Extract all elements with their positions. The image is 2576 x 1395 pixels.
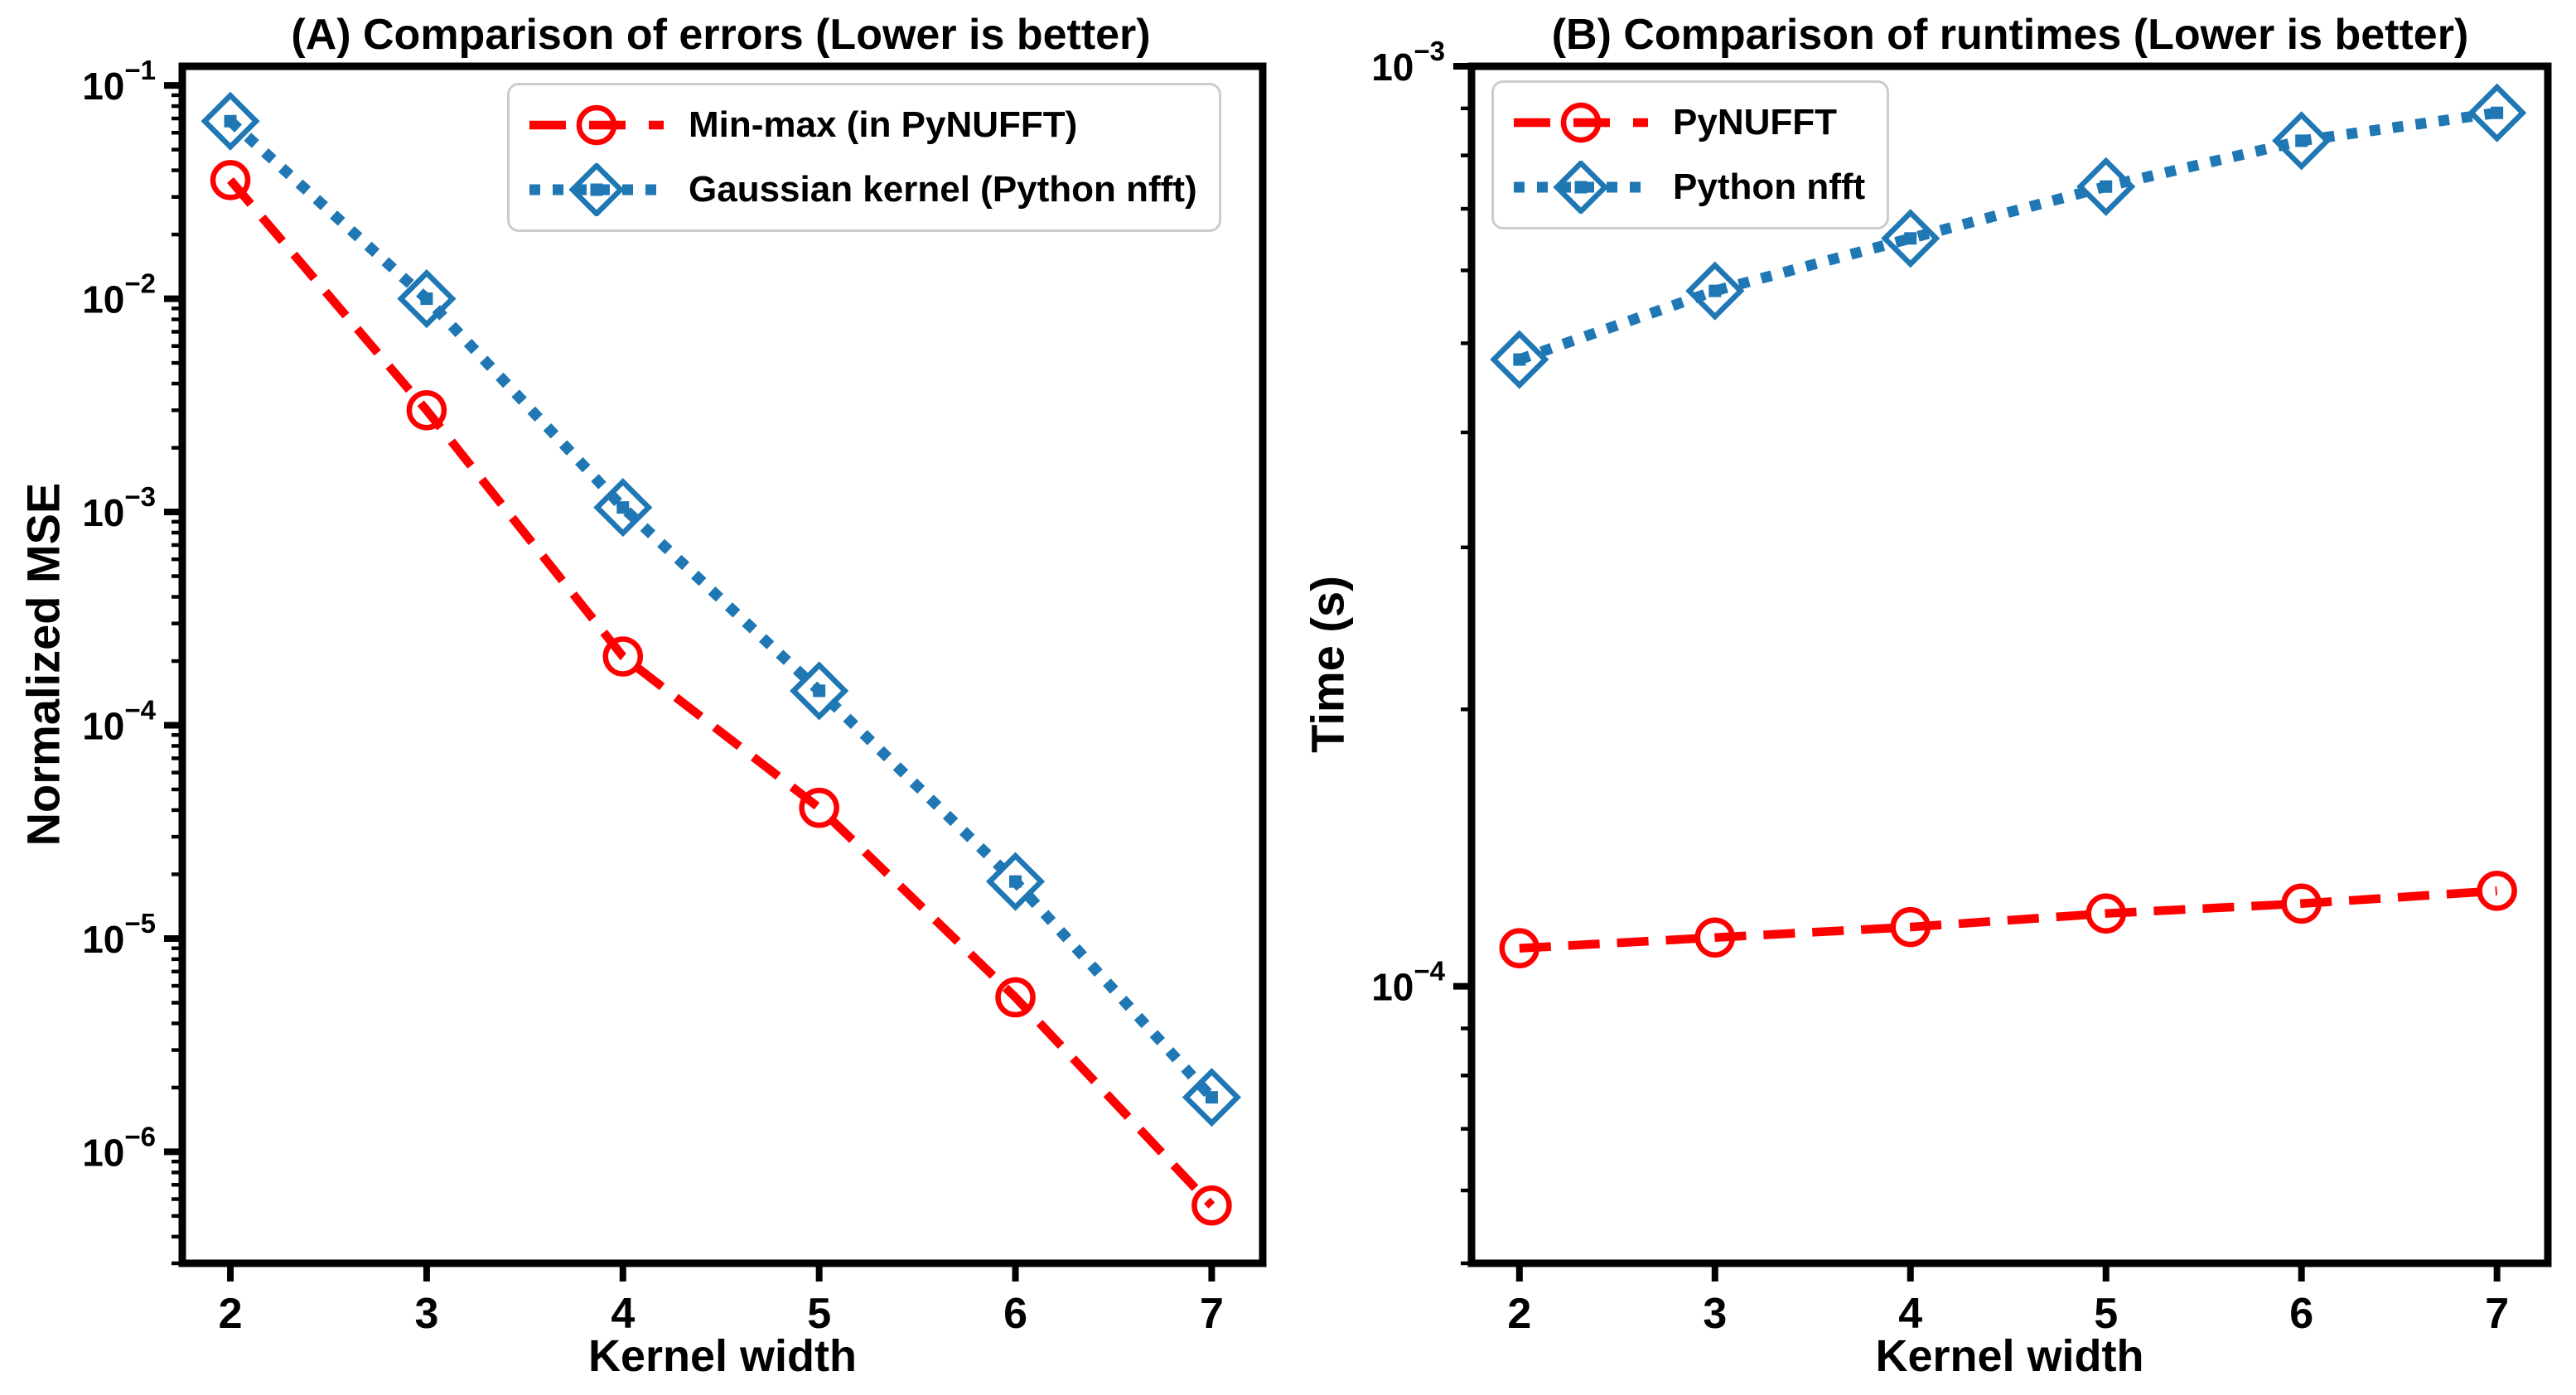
panel-b-marker-diamond	[2272, 111, 2332, 171]
panel-a-y-tick-label: 10−1	[82, 55, 156, 108]
panel-a-axes-frame	[178, 62, 1267, 1267]
panel-a-x-tick-label: 4	[611, 1290, 635, 1338]
panel-b-marker-diamond-dot	[1904, 232, 1917, 245]
legend-swatch-dashed-circle	[529, 104, 664, 146]
panel-a-y-tick-label: 10−6	[82, 1121, 156, 1174]
legend-swatch-dotted-diamond	[1514, 161, 1648, 214]
panel-b-marker-diamond	[2467, 83, 2527, 142]
panel-a-marker-diamond	[790, 661, 849, 721]
panel-a-series-line-dashed	[227, 176, 1216, 1209]
panel-a-marker-diamond-dot	[1009, 875, 1022, 888]
legend-item: Min-max (in PyNUFFT)	[526, 99, 1197, 152]
panel-a-y-tick-label: 10−2	[82, 268, 156, 321]
panel-b-marker-circle	[1890, 906, 1931, 948]
panel-b-y-tick-label: 10−3	[1371, 36, 1445, 89]
panel-b-legend: PyNUFFT Python nfft	[1491, 80, 1890, 229]
panel-b-marker-diamond-dot	[1708, 284, 1722, 297]
legend-label: Min-max (in PyNUFFT)	[689, 104, 1078, 145]
panel-b-x-tick-label: 2	[1507, 1290, 1531, 1338]
panel-a-xlabel: Kernel width	[587, 1331, 858, 1381]
panel-b-y-tick-label: 10−4	[1371, 956, 1445, 1009]
panel-a-marker-diamond-dot	[224, 114, 237, 128]
panel-b-x-tick-label: 4	[1898, 1290, 1922, 1338]
panel-b-marker-circle	[2085, 893, 2126, 934]
panel-a-marker-circle	[799, 787, 839, 828]
panel-a-marker-circle	[210, 160, 251, 200]
panel-b-series-line-dashed	[1519, 886, 2497, 953]
panel-a-marker-circle	[995, 977, 1036, 1018]
panel-a-marker-diamond-dot	[1205, 1091, 1218, 1104]
legend-swatch-dashed-circle	[1514, 102, 1648, 143]
panel-b-xlabel: Kernel width	[1875, 1331, 2144, 1381]
circle-marker-icon	[1560, 102, 1602, 143]
panel-a-x-tick-label: 3	[414, 1290, 438, 1338]
legend-label: Gaussian kernel (Python nfft)	[689, 169, 1197, 210]
panel-b-marker-circle	[2477, 871, 2517, 911]
panel-a-x-tick-label: 6	[1003, 1290, 1027, 1338]
legend-swatch-dotted-diamond	[529, 163, 664, 216]
legend-item: Python nfft	[1510, 161, 1865, 214]
panel-a-marker-diamond	[1182, 1068, 1242, 1127]
panel-b-x-tick-label: 6	[2289, 1290, 2313, 1338]
panel-a-ylabel: Normalized MSE	[17, 482, 70, 847]
panel-a-x-tick-label: 2	[219, 1290, 243, 1338]
panel-b-title: (B) Comparison of runtimes (Lower is bet…	[1551, 11, 2469, 59]
panel-a-marker-diamond-dot	[813, 684, 826, 698]
panel-a-marker-diamond	[593, 477, 653, 538]
panel-a-y-tick-label: 10−3	[82, 481, 156, 534]
panel-b-marker-diamond	[1881, 209, 1940, 268]
panel-a-y-tick-label: 10−4	[82, 694, 156, 747]
panel-a-marker-diamond	[985, 852, 1046, 911]
diamond-marker-icon	[568, 163, 625, 216]
legend-label: Python nfft	[1673, 167, 1866, 207]
panel-b-ylabel: Time (s)	[1301, 576, 1354, 753]
panel-a-marker-circle	[1191, 1185, 1232, 1226]
panel-b-marker-circle	[1499, 928, 1540, 968]
panel-a-marker-diamond	[397, 268, 457, 329]
panel-a-marker-circle	[602, 636, 644, 677]
panel-a-y-tick-label: 10−5	[82, 908, 156, 961]
panel-b-series-line-dotted	[1517, 107, 2498, 365]
panel-a-legend: Min-max (in PyNUFFT) Gaussian kernel (Pyt…	[507, 83, 1221, 232]
panel-b-x-tick-label: 5	[2094, 1290, 2118, 1338]
panel-a-title: (A) Comparison of errors (Lower is bette…	[291, 11, 1151, 59]
circle-marker-icon	[576, 104, 617, 146]
diamond-marker-icon	[1553, 161, 1609, 214]
panel-b-marker-diamond-dot	[2100, 180, 2113, 193]
panel-b-x-tick-label: 3	[1703, 1290, 1727, 1338]
panel-a-marker-diamond	[201, 91, 260, 151]
panel-b-x-tick-label: 7	[2485, 1290, 2509, 1338]
panel-b-marker-diamond-dot	[2295, 134, 2308, 147]
panel-b-marker-circle	[1694, 917, 1736, 958]
panel-a-marker-circle	[406, 389, 447, 431]
panel-b-marker-diamond-dot	[2491, 106, 2504, 119]
panel-b-marker-diamond-dot	[1513, 353, 1526, 366]
legend-label: PyNUFFT	[1673, 102, 1837, 142]
panel-b-marker-circle	[2281, 883, 2322, 924]
panel-a-series-line-dotted	[226, 117, 1216, 1102]
panel-b-marker-diamond	[2076, 157, 2136, 216]
legend-item: Gaussian kernel (Python nfft)	[526, 163, 1197, 216]
panel-a-x-tick-label: 7	[1200, 1290, 1224, 1338]
panel-b-marker-diamond	[1685, 261, 1745, 321]
panel-b-marker-diamond	[1490, 330, 1549, 389]
panel-b-axes-frame	[1467, 62, 2552, 1267]
panel-a-marker-diamond-dot	[616, 501, 630, 514]
legend-item: PyNUFFT	[1510, 96, 1865, 149]
panel-a-x-tick-label: 5	[807, 1290, 831, 1338]
panel-a-marker-diamond-dot	[420, 292, 433, 306]
